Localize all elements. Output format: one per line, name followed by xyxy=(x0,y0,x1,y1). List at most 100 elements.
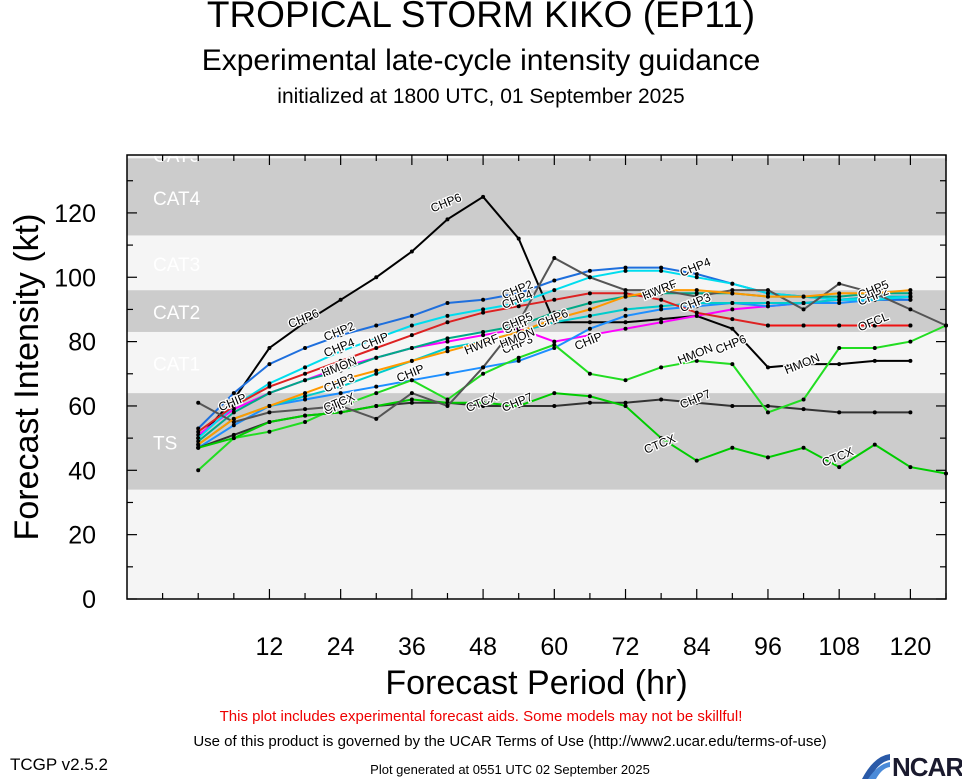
warning-text: This plot includes experimental forecast… xyxy=(219,708,743,725)
data-point xyxy=(267,429,272,434)
data-point xyxy=(481,333,486,338)
x-tick-label: 72 xyxy=(612,633,640,661)
data-point xyxy=(516,304,521,309)
data-point xyxy=(694,458,699,463)
data-point xyxy=(481,339,486,344)
series-lines xyxy=(196,194,948,476)
y-tick-label: 0 xyxy=(82,586,96,614)
data-point xyxy=(445,313,450,318)
data-point xyxy=(338,365,343,370)
data-point xyxy=(267,384,272,389)
data-point xyxy=(516,291,521,296)
data-point xyxy=(552,288,557,293)
x-tick-label: 36 xyxy=(398,633,426,661)
data-point xyxy=(872,323,877,328)
data-point xyxy=(908,288,913,293)
data-point xyxy=(623,400,628,405)
data-point xyxy=(730,288,735,293)
data-point xyxy=(552,391,557,396)
y-tick-label: 100 xyxy=(54,264,96,292)
data-point xyxy=(552,255,557,260)
chart-title: TROPICAL STORM KIKO (EP11) xyxy=(206,0,756,35)
generated-text: Plot generated at 0551 UTC 02 September … xyxy=(370,762,650,777)
data-point xyxy=(338,333,343,338)
data-point xyxy=(516,358,521,363)
data-point xyxy=(516,403,521,408)
x-tick-label: 96 xyxy=(754,633,782,661)
data-point xyxy=(445,301,450,305)
data-point xyxy=(872,442,877,447)
data-point xyxy=(765,323,770,328)
data-point xyxy=(303,346,308,351)
data-point xyxy=(196,445,201,450)
y-tick-label: 40 xyxy=(68,457,96,485)
data-point xyxy=(730,291,735,296)
data-point xyxy=(445,320,450,325)
data-point xyxy=(587,268,592,273)
x-tick-label: 24 xyxy=(327,633,355,661)
data-point xyxy=(338,410,343,415)
data-point xyxy=(409,313,414,318)
y-tick-label: 20 xyxy=(68,522,96,550)
data-point xyxy=(623,313,628,318)
data-point xyxy=(730,281,735,286)
data-point xyxy=(908,339,913,344)
data-point xyxy=(374,346,379,351)
data-point xyxy=(231,420,236,425)
data-point xyxy=(730,307,735,312)
data-point xyxy=(303,413,308,418)
data-point xyxy=(908,410,913,415)
data-point xyxy=(623,265,628,270)
data-point xyxy=(837,301,842,305)
data-point xyxy=(481,310,486,315)
data-point xyxy=(659,317,664,322)
data-point xyxy=(659,291,664,296)
data-point xyxy=(837,410,842,415)
data-point xyxy=(231,410,236,415)
data-point xyxy=(837,294,842,299)
data-point xyxy=(659,397,664,402)
data-point xyxy=(623,378,628,383)
ncar-swoosh-icon xyxy=(862,754,890,779)
data-point xyxy=(837,281,842,286)
data-point xyxy=(267,403,272,408)
data-point xyxy=(231,397,236,402)
data-point xyxy=(872,358,877,363)
series-line-unlabeled-12 xyxy=(197,256,947,424)
data-point xyxy=(409,333,414,338)
chart-subtitle: Experimental late-cycle intensity guidan… xyxy=(201,44,761,77)
data-point xyxy=(481,297,486,302)
axes: 12 24 36 48 60 72 84 96 108 120 0 20 40 60 80 100 120 xyxy=(54,155,947,661)
data-point xyxy=(338,349,343,354)
data-point xyxy=(445,346,450,351)
data-point xyxy=(303,378,308,383)
data-point xyxy=(445,217,450,222)
data-point xyxy=(908,291,913,296)
data-point xyxy=(267,362,272,367)
band-ts xyxy=(127,393,946,490)
data-point xyxy=(659,304,664,309)
x-tick-label: 108 xyxy=(818,633,860,661)
data-point xyxy=(338,384,343,389)
data-point xyxy=(552,339,557,344)
data-point xyxy=(516,236,521,241)
data-point xyxy=(303,420,308,425)
data-point xyxy=(267,420,272,425)
band-label-cat2: CAT2 xyxy=(153,303,200,324)
data-point xyxy=(552,342,557,347)
data-point xyxy=(409,249,414,254)
data-point xyxy=(338,368,343,373)
data-point xyxy=(730,403,735,408)
data-point xyxy=(872,291,877,296)
data-point xyxy=(516,355,521,360)
data-point xyxy=(801,445,806,450)
data-point xyxy=(765,455,770,460)
data-point xyxy=(374,371,379,376)
data-point xyxy=(623,326,628,331)
data-point xyxy=(837,291,842,296)
data-point xyxy=(338,358,343,363)
ncar-logo xyxy=(862,754,890,779)
band-cat5 xyxy=(127,155,946,159)
data-point xyxy=(516,301,521,305)
data-point xyxy=(623,320,628,325)
